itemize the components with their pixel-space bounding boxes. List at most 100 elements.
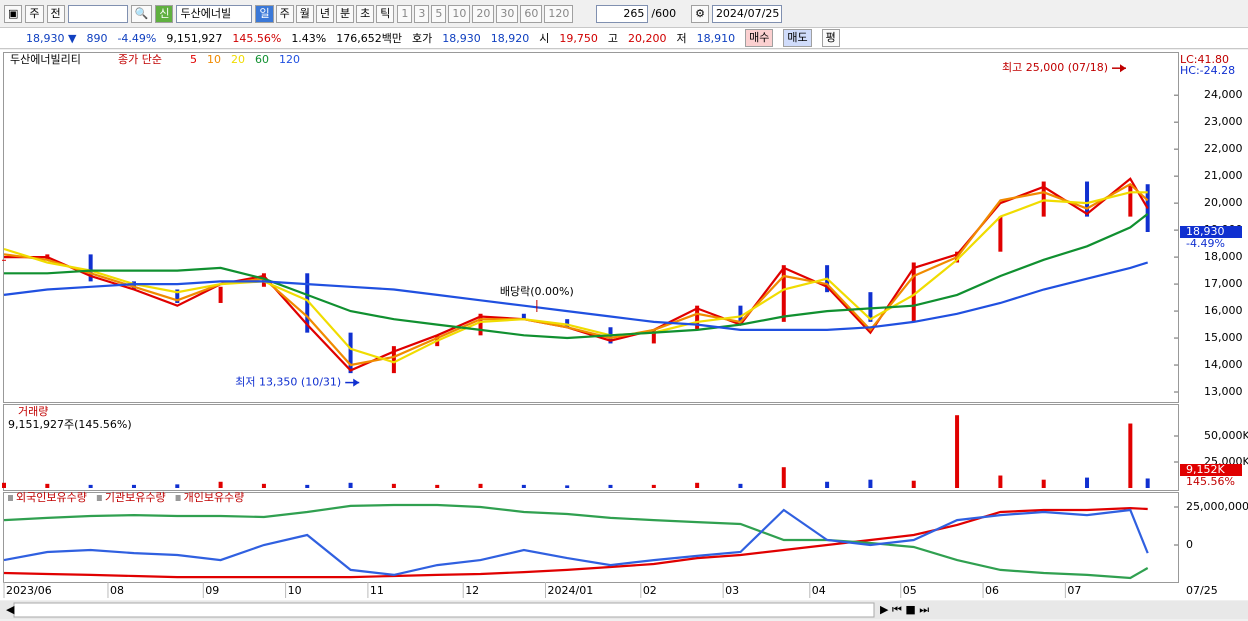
volume-bar: [261, 483, 266, 488]
change: 890: [86, 31, 108, 45]
volume-bar: [955, 415, 960, 488]
open-label: 시: [539, 32, 550, 45]
candle: [131, 281, 136, 290]
bid: 18,920: [490, 31, 530, 45]
volume-bar: [825, 481, 830, 488]
y-tick-label: 23,000: [1204, 115, 1243, 128]
volume-bar: [651, 484, 656, 488]
interval-button[interactable]: 1: [397, 4, 413, 23]
interval-button[interactable]: 20: [472, 4, 495, 23]
series-line: [3, 503, 1149, 580]
scroll-controls[interactable]: ▶ ⏮ ■ ⏭: [880, 603, 929, 616]
series-line: [3, 191, 1148, 364]
buy-button[interactable]: 매수: [745, 29, 774, 47]
x-tick-label: 05: [903, 584, 917, 597]
volume-bar: [911, 480, 916, 488]
candle: [1041, 181, 1046, 217]
holdings-panel: [3, 492, 1179, 583]
price-panel: [3, 52, 1179, 403]
scroll-left[interactable]: ◀: [6, 603, 15, 616]
volume-bar: [695, 482, 700, 488]
last-date: 07/25: [1186, 584, 1218, 597]
volume-bar: [391, 483, 396, 488]
period-button[interactable]: 월: [295, 4, 314, 23]
volume-bar: [1145, 478, 1150, 488]
market-select[interactable]: 주: [25, 4, 44, 23]
period-button[interactable]: 틱: [376, 4, 395, 23]
arrow-head: [1120, 64, 1127, 73]
y-tick-label: 14,000: [1204, 358, 1243, 371]
open: 19,750: [559, 31, 598, 45]
x-tick-label: 2024/01: [548, 584, 594, 597]
y-tick-label: 24,000: [1204, 88, 1243, 101]
y-tick-label: 18,000: [1204, 250, 1243, 263]
candle: [781, 265, 786, 322]
interval-button[interactable]: 3: [414, 4, 430, 23]
x-tick-label: 07: [1067, 584, 1081, 597]
search-button[interactable]: 🔍: [130, 4, 153, 23]
volume-bar: [738, 483, 743, 488]
volume-bar: [1128, 423, 1133, 488]
candle: [651, 329, 656, 344]
annotation-label: 최고 25,000 (07/18): [1002, 61, 1108, 74]
right-label: LC:41.80: [1180, 53, 1229, 66]
scroll-thumb[interactable]: [13, 602, 875, 618]
legend-marker: [8, 495, 13, 501]
legend-marker: [96, 495, 102, 501]
x-tick-label: 02: [643, 584, 657, 597]
y-tick-label: 0: [1186, 538, 1193, 551]
candle: [695, 305, 700, 330]
x-tick-label: 12: [465, 584, 479, 597]
annotation-label: 최저 13,350 (10/31): [235, 376, 341, 389]
volume-panel: [3, 404, 1179, 491]
period-button[interactable]: 년: [315, 4, 334, 23]
chart-background: [0, 50, 1248, 600]
interval-button[interactable]: 10: [448, 4, 471, 23]
legend-entry: 기관보유수량: [105, 491, 166, 504]
interval-button[interactable]: 30: [496, 4, 519, 23]
x-tick-label: 08: [110, 584, 124, 597]
volume-bar: [608, 484, 613, 488]
series-line: [3, 508, 1149, 577]
candle: [2, 259, 6, 261]
candle: [88, 254, 93, 282]
y-tick-label: 16,000: [1204, 304, 1243, 317]
volume-title: 거래량: [18, 405, 48, 418]
candle: [1085, 181, 1090, 217]
x-tick-label: 2023/06: [6, 584, 52, 597]
period-button[interactable]: 분: [335, 4, 355, 23]
count-input[interactable]: 265: [596, 4, 649, 23]
period-button[interactable]: 주: [275, 4, 294, 23]
chart-area: ◀ ▶ ⏮ ■ ⏭ 두산에너빌리티 종가 단순 거래량 9,151,927주(1…: [0, 50, 1248, 619]
x-tick-label: 06: [985, 584, 999, 597]
volume-bar: [868, 479, 873, 488]
kind-select[interactable]: 전: [46, 4, 65, 23]
sell-button[interactable]: 매도: [783, 29, 812, 47]
candle: [175, 289, 180, 303]
code-input[interactable]: 034020: [67, 4, 128, 23]
avg-button[interactable]: 평: [821, 29, 840, 47]
interval-button[interactable]: 120: [544, 4, 574, 23]
price-title: 두산에너빌리티: [10, 53, 81, 66]
badge: 신: [155, 4, 174, 23]
date-input[interactable]: 2024/07/25: [711, 4, 782, 23]
last-label: -4.49%: [1186, 237, 1225, 250]
y-tick-label: 21,000: [1204, 169, 1243, 182]
candle: [1128, 184, 1133, 217]
legend-entry: 개인보유수량: [184, 491, 245, 504]
period-button[interactable]: 초: [356, 4, 375, 23]
interval-button[interactable]: 60: [520, 4, 543, 23]
stock-name: 두산에너빌: [176, 4, 253, 23]
tool-button[interactable]: ⚙: [691, 4, 709, 23]
period-button[interactable]: 일: [255, 4, 274, 23]
candle: [521, 313, 526, 320]
interval-button[interactable]: 5: [431, 4, 447, 23]
x-tick-label: 04: [812, 584, 826, 597]
ask: 18,930: [442, 31, 481, 45]
last-label-box: [1180, 464, 1242, 476]
turnover: 1.43%: [291, 31, 327, 45]
x-tick-label: 10: [288, 584, 302, 597]
window-icon[interactable]: ▣: [4, 4, 23, 23]
volume-bar: [2, 482, 6, 488]
